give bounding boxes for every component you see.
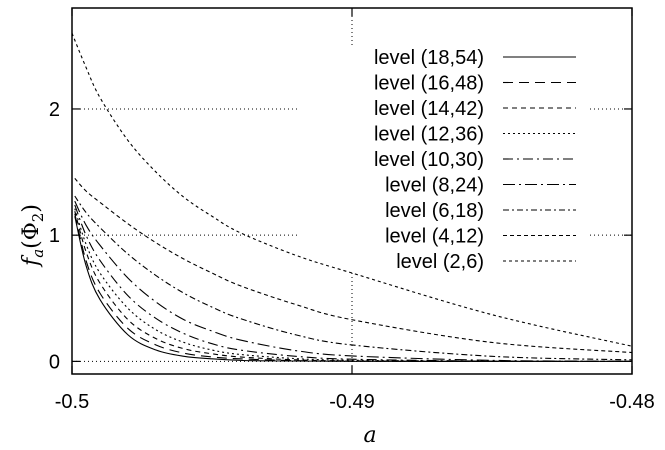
x-tick-label: -0.48 <box>609 391 655 413</box>
y-axis-label-paren-sub: 2 <box>29 213 47 223</box>
legend: level (18,54) level (16,48) level (14,42) l… <box>374 47 576 273</box>
legend-label: level (18,54) <box>374 47 484 69</box>
legend-label: level (16,48) <box>374 73 484 95</box>
series-line-7 <box>74 178 633 354</box>
y-tick-label: 1 <box>49 225 60 247</box>
x-tick-label: -0.5 <box>55 391 89 413</box>
legend-label: level (4,12) <box>385 226 484 248</box>
series-line-6 <box>74 195 633 361</box>
series-line-0 <box>74 216 632 362</box>
legend-label: level (6,18) <box>385 200 484 222</box>
y-axis-label-sub: a <box>29 249 47 258</box>
legend-label: level (12,36) <box>374 124 484 146</box>
ticks <box>71 8 633 374</box>
legend-label: level (14,42) <box>374 98 484 120</box>
series-line-8 <box>71 33 633 347</box>
y-axis-label-paren-close: ) <box>19 204 44 213</box>
series-line-3 <box>74 208 633 362</box>
x-axis-label: a <box>363 423 376 448</box>
series-line-5 <box>74 200 633 362</box>
legend-label: level (2,6) <box>396 251 484 273</box>
legend-label: level (10,30) <box>374 149 484 171</box>
plot-series <box>71 33 633 362</box>
tick-labels: -0.5 -0.49 -0.48 0 1 2 <box>49 99 655 413</box>
y-axis-label-paren-open: (Φ <box>19 222 44 249</box>
x-tick-label: -0.49 <box>329 391 375 413</box>
legend-label: level (8,24) <box>385 175 484 197</box>
series-line-4 <box>74 204 633 362</box>
y-tick-label: 0 <box>49 351 60 373</box>
y-tick-label: 2 <box>49 99 60 121</box>
series-line-2 <box>74 211 633 362</box>
y-axis-label: fa(Φ2) <box>19 204 47 268</box>
